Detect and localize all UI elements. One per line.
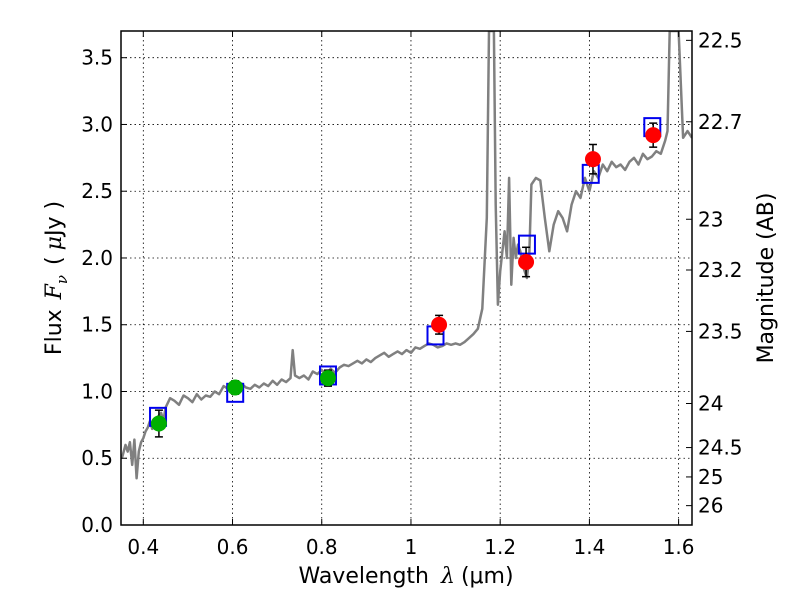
observed-point <box>645 127 662 144</box>
mag-tick-label: 23.2 <box>698 258 743 282</box>
y-axis-label: Flux Fν ( μJy ) <box>42 201 71 355</box>
mag-tick-label: 22.5 <box>698 28 743 52</box>
x-axis-label: Wavelength λ (μm) <box>298 564 513 589</box>
y-tick-label: 1.5 <box>81 313 113 337</box>
mag-tick-label: 23 <box>698 207 723 231</box>
y-tick-label: 3.5 <box>81 46 113 70</box>
mag-tick-label: 24 <box>698 392 723 416</box>
y-tick-label: 0.0 <box>81 513 113 537</box>
y-tick-label: 1.0 <box>81 379 113 403</box>
x-tick-label: 0.8 <box>306 535 338 559</box>
mag-tick-label: 24.5 <box>698 436 743 460</box>
mag-tick-label: 23.5 <box>698 319 743 343</box>
y-axis-label-subscript: ν <box>53 275 71 284</box>
observed-point <box>319 370 336 387</box>
y2-axis-label: Magnitude (AB) <box>754 193 779 364</box>
observed-point <box>431 316 448 333</box>
x-tick-label: 0.6 <box>217 535 249 559</box>
y-tick-label: 2.5 <box>81 179 113 203</box>
y-tick-label: 3.0 <box>81 112 113 136</box>
y-tick-label: 0.5 <box>81 446 113 470</box>
x-axis-label-unit: (μm) <box>461 564 514 589</box>
x-axis-label-text: Wavelength <box>298 564 429 589</box>
x-tick-label: 1 <box>405 535 418 559</box>
plot-area <box>121 31 692 480</box>
observed-point <box>518 253 535 270</box>
observed-point <box>584 151 601 168</box>
y-tick-label: 2.0 <box>81 246 113 270</box>
x-tick-label: 0.4 <box>127 535 159 559</box>
y-axis-label-unit: Jy ) <box>42 201 67 238</box>
x-tick-label: 1.4 <box>573 535 605 559</box>
mag-tick-label: 22.7 <box>698 110 743 134</box>
axis-ticks: 0.4 0.6 0.8 1 1.2 1.4 1.6 0.0 0.5 1.0 1.5 2.0 2.5 3.0… <box>81 28 742 559</box>
mag-tick-label: 26 <box>698 494 723 518</box>
model-photometry-square <box>517 234 536 255</box>
grid-lines <box>121 31 692 526</box>
observed-point <box>227 379 244 396</box>
x-axis-label-symbol: λ <box>440 564 455 589</box>
x-tick-label: 1.6 <box>663 535 695 559</box>
y-axis-label-text: Flux <box>42 309 67 355</box>
mag-tick-label: 25 <box>698 465 723 489</box>
model-spectrum-line <box>121 31 692 480</box>
y-axis-label-symbol: F <box>42 283 67 300</box>
observed-point <box>150 415 167 432</box>
x-tick-label: 1.2 <box>484 535 516 559</box>
y-axis-label-mu: μ <box>42 236 67 250</box>
y-axis-label-open: ( <box>42 256 67 265</box>
plot-frame <box>120 30 693 526</box>
